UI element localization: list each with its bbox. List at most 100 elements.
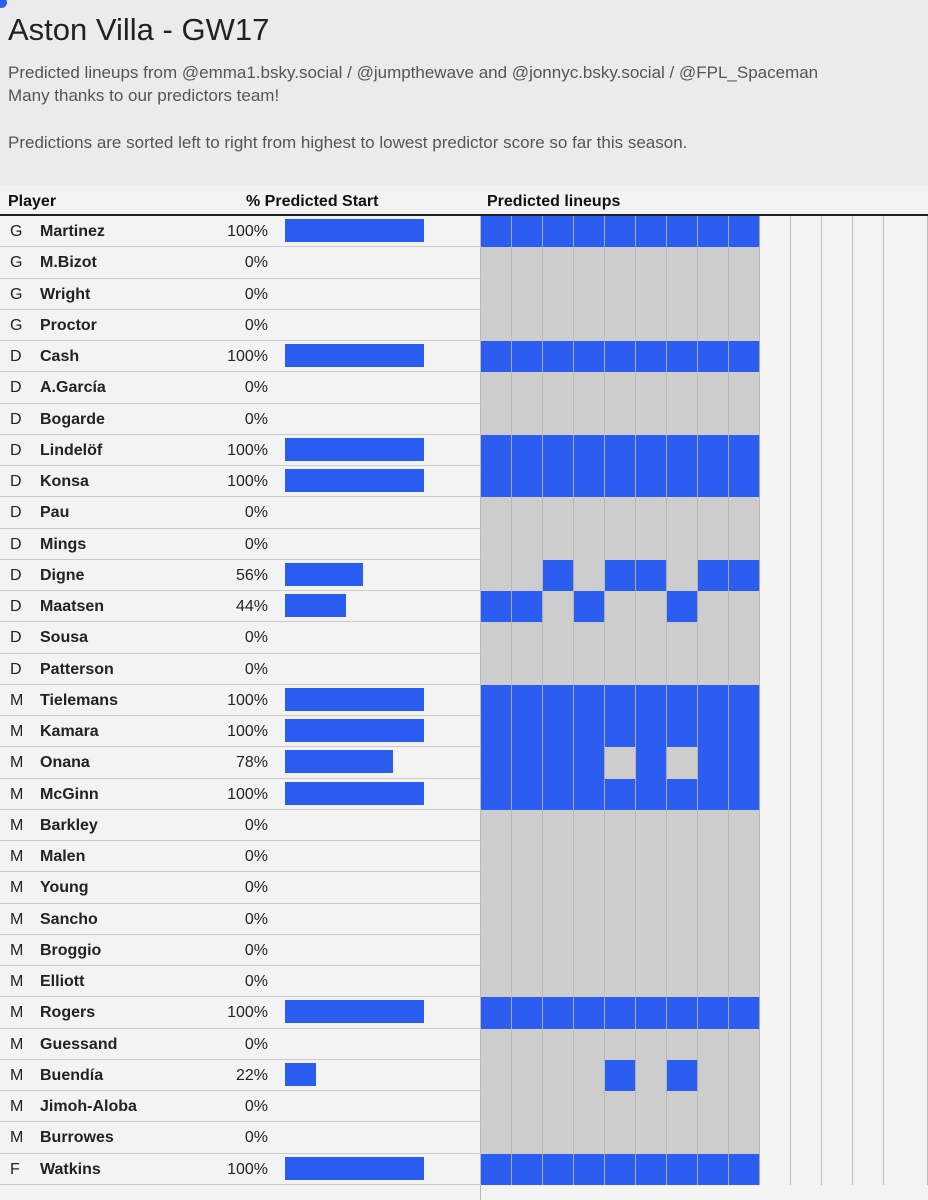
lineup-cell bbox=[636, 1028, 667, 1060]
lineup-cell bbox=[853, 716, 884, 748]
lineup-cell bbox=[543, 591, 574, 623]
lineup-cell bbox=[698, 903, 729, 935]
lineup-cell bbox=[574, 309, 605, 341]
lineup-cell bbox=[636, 247, 667, 279]
lineup-cell bbox=[884, 559, 928, 591]
lineup-cell bbox=[605, 528, 636, 560]
lineup-cell bbox=[729, 341, 760, 373]
lineup-cell bbox=[605, 966, 636, 998]
table-row: D Mings 0% bbox=[0, 528, 928, 560]
position-label: G bbox=[10, 285, 23, 303]
lineup-cell bbox=[729, 278, 760, 310]
player-name: Young bbox=[40, 879, 89, 897]
lineup-cell bbox=[636, 591, 667, 623]
lineup-cell bbox=[884, 653, 928, 685]
player-name: Konsa bbox=[40, 473, 89, 490]
lineup-cell bbox=[822, 622, 853, 654]
lineup-cell bbox=[822, 747, 853, 779]
lineup-cell bbox=[729, 841, 760, 873]
lineup-cell bbox=[481, 872, 512, 904]
lineup-cell bbox=[574, 903, 605, 935]
lineup-cell bbox=[636, 716, 667, 748]
lineup-cell bbox=[791, 528, 822, 560]
lineup-cell bbox=[574, 278, 605, 310]
lineup-cell bbox=[729, 934, 760, 966]
lineup-cell bbox=[729, 1028, 760, 1060]
lineup-cell bbox=[760, 247, 791, 279]
lineup-cell bbox=[729, 997, 760, 1029]
lineup-cell bbox=[791, 778, 822, 810]
lineup-cell bbox=[636, 653, 667, 685]
lineup-cell bbox=[698, 372, 729, 404]
lineup-cell bbox=[729, 559, 760, 591]
lineup-cell bbox=[667, 403, 698, 435]
lineup-cell bbox=[822, 309, 853, 341]
lineup-cell bbox=[543, 684, 574, 716]
lineup-cell bbox=[667, 559, 698, 591]
table-row: G Martinez 100% bbox=[0, 216, 928, 248]
lineup-cell bbox=[574, 341, 605, 373]
lineup-cell bbox=[853, 622, 884, 654]
lineup-cell bbox=[729, 528, 760, 560]
lineup-cell bbox=[822, 809, 853, 841]
lineup-cell bbox=[481, 528, 512, 560]
position-label: G bbox=[10, 316, 23, 334]
lineup-cell bbox=[605, 809, 636, 841]
lineup-cell bbox=[853, 559, 884, 591]
lineup-cell bbox=[574, 434, 605, 466]
lineup-cell bbox=[481, 278, 512, 310]
table-row: M Jimoh-Aloba 0% bbox=[0, 1091, 928, 1123]
player-name: Proctor bbox=[40, 316, 97, 334]
lineup-cell bbox=[760, 622, 791, 654]
lineup-cell bbox=[698, 966, 729, 998]
lineup-cell bbox=[512, 966, 543, 998]
lineup-cell bbox=[605, 1122, 636, 1154]
lineup-cell bbox=[481, 1091, 512, 1123]
lineup-cell bbox=[636, 372, 667, 404]
lineup-cell bbox=[512, 1122, 543, 1154]
lineup-cell bbox=[605, 591, 636, 623]
lineup-cell bbox=[636, 841, 667, 873]
lineup-cell bbox=[481, 591, 512, 623]
lineup-cell bbox=[543, 1028, 574, 1060]
lineup-cell bbox=[481, 434, 512, 466]
position-label: D bbox=[10, 441, 22, 459]
position-label: M bbox=[10, 754, 24, 772]
lineup-cell bbox=[481, 934, 512, 966]
lineup-cell bbox=[698, 716, 729, 748]
lineup-cell bbox=[791, 403, 822, 435]
lineup-cell bbox=[512, 716, 543, 748]
lineup-cell bbox=[698, 309, 729, 341]
lineup-cell bbox=[822, 528, 853, 560]
lineup-cell bbox=[729, 1059, 760, 1091]
lineup-cell bbox=[853, 684, 884, 716]
lineup-cell bbox=[822, 1059, 853, 1091]
lineup-cell bbox=[822, 278, 853, 310]
lineup-cell bbox=[853, 1153, 884, 1185]
lineup-cell bbox=[760, 716, 791, 748]
lineup-cell bbox=[884, 372, 928, 404]
lineup-cell bbox=[698, 1091, 729, 1123]
lineup-cell bbox=[698, 841, 729, 873]
lineup-cell bbox=[543, 497, 574, 529]
lineup-cell bbox=[760, 559, 791, 591]
lineup-cell bbox=[481, 1122, 512, 1154]
player-name: M.Bizot bbox=[40, 254, 97, 272]
table-row: M Malen 0% bbox=[0, 841, 928, 873]
lineup-cell bbox=[605, 872, 636, 904]
lineup-cell bbox=[667, 778, 698, 810]
lineup-cell bbox=[760, 778, 791, 810]
position-label: M bbox=[10, 848, 24, 865]
lineup-cell bbox=[667, 997, 698, 1029]
lineup-cell bbox=[481, 966, 512, 998]
lineup-cell bbox=[698, 559, 729, 591]
lineup-cell bbox=[822, 716, 853, 748]
lineup-cell bbox=[605, 778, 636, 810]
lineup-cell bbox=[853, 1059, 884, 1091]
lineup-cell bbox=[853, 309, 884, 341]
predicted-start-pct: 0% bbox=[244, 848, 268, 865]
player-name: Lindelöf bbox=[40, 441, 103, 459]
lineup-cell bbox=[636, 403, 667, 435]
lineup-cell bbox=[760, 434, 791, 466]
table-row: G M.Bizot 0% bbox=[0, 247, 928, 279]
